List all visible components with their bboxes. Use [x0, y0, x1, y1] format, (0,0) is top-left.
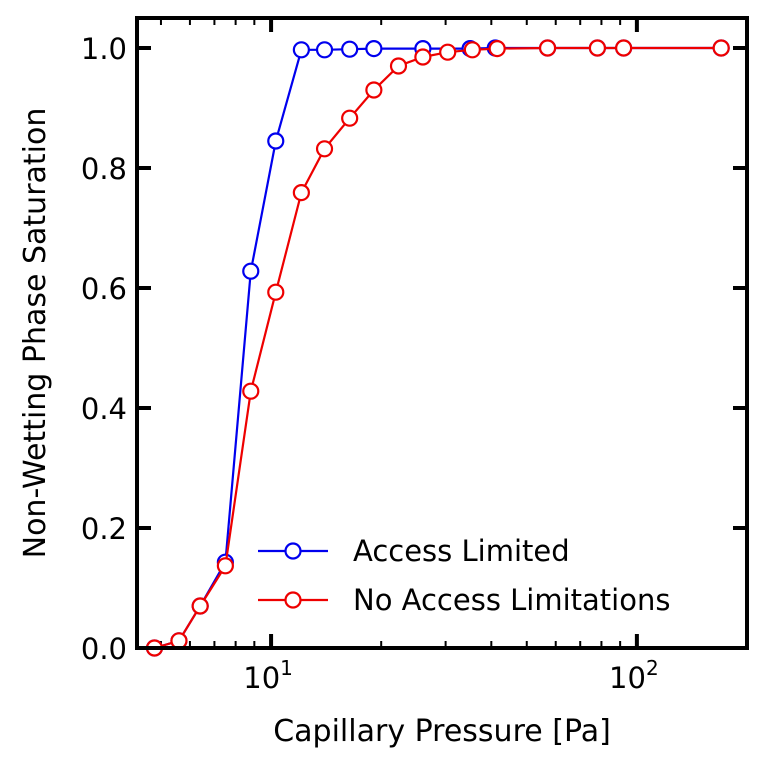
legend-marker: [284, 542, 302, 560]
y-tick-label: 1.0: [81, 32, 127, 66]
y-tick-label: 0.6: [81, 272, 127, 306]
data-point: [315, 140, 334, 158]
data-point: [242, 262, 260, 280]
data-point: [538, 39, 557, 57]
data-point: [389, 57, 408, 75]
legend-marker: [284, 591, 302, 609]
data-point: [414, 48, 432, 66]
series-layer: [145, 39, 730, 657]
data-point: [615, 39, 633, 57]
x-tick-label: 101: [243, 656, 293, 695]
data-point: [267, 283, 285, 301]
data-point: [365, 39, 383, 58]
data-point: [292, 184, 310, 202]
data-point: [191, 597, 209, 615]
legend-label: Access Limited: [353, 534, 570, 568]
y-tick-labels: 0.0 0.2 0.4 0.6 0.8 1.0: [81, 32, 127, 666]
y-tick-label: 0.2: [81, 512, 127, 546]
data-point: [341, 40, 359, 58]
data-point: [216, 557, 234, 575]
data-point: [588, 39, 607, 57]
data-point: [365, 81, 383, 99]
series-2: [145, 39, 730, 657]
data-point: [463, 41, 481, 59]
plot-frame: [135, 16, 749, 650]
x-tick-labels: 101 102: [243, 656, 658, 695]
data-point: [292, 41, 310, 59]
x-tick-label: 102: [609, 656, 659, 695]
legend: Access Limited No Access Limitations: [258, 534, 670, 617]
data-point: [341, 109, 359, 127]
y-axis-label: Non-Wetting Phase Saturation: [18, 108, 53, 559]
y-tick-label: 0.8: [81, 152, 127, 186]
x-axis-label: Capillary Pressure [Pa]: [273, 714, 611, 749]
data-point: [712, 39, 730, 57]
data-point: [267, 132, 285, 150]
legend-label: No Access Limitations: [353, 583, 670, 617]
data-point: [242, 382, 260, 400]
data-point: [488, 39, 506, 58]
y-tick-label: 0.0: [81, 632, 127, 666]
y-tick-label: 0.4: [81, 392, 127, 426]
data-point: [315, 41, 334, 59]
data-point: [439, 43, 457, 61]
